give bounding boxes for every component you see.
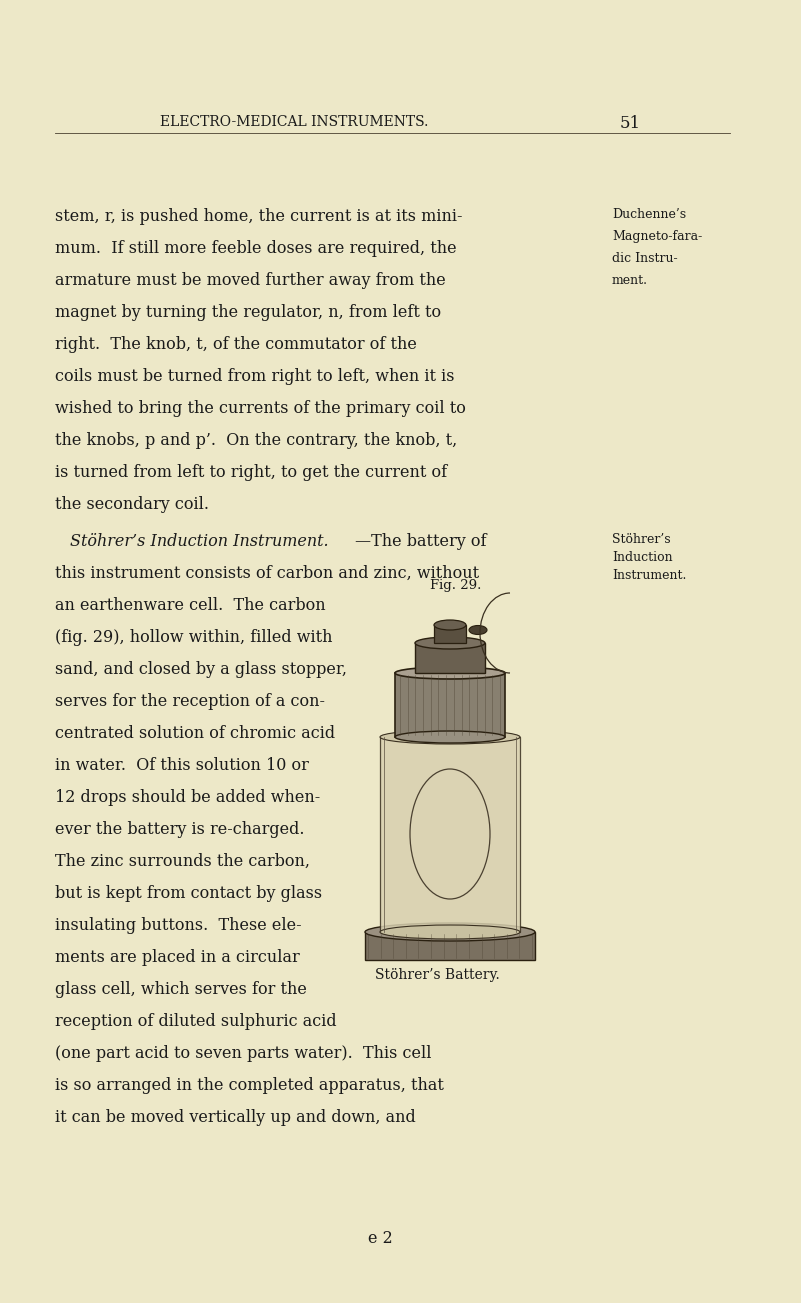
Text: ment.: ment. bbox=[612, 274, 648, 287]
Text: Duchenne’s: Duchenne’s bbox=[612, 208, 686, 222]
Ellipse shape bbox=[415, 637, 485, 649]
Ellipse shape bbox=[380, 730, 520, 744]
Text: reception of diluted sulphuric acid: reception of diluted sulphuric acid bbox=[55, 1012, 336, 1029]
Text: The zinc surrounds the carbon,: The zinc surrounds the carbon, bbox=[55, 853, 310, 870]
Polygon shape bbox=[434, 625, 466, 642]
Text: Stöhrer’s: Stöhrer’s bbox=[612, 533, 670, 546]
Text: (one part acid to seven parts water).  This cell: (one part acid to seven parts water). Th… bbox=[55, 1045, 432, 1062]
Text: the knobs, p and p’.  On the contrary, the knob, t,: the knobs, p and p’. On the contrary, th… bbox=[55, 433, 457, 450]
Text: magnet by turning the regulator, n, from left to: magnet by turning the regulator, n, from… bbox=[55, 304, 441, 321]
Text: 12 drops should be added when-: 12 drops should be added when- bbox=[55, 790, 320, 807]
Text: is turned from left to right, to get the current of: is turned from left to right, to get the… bbox=[55, 464, 447, 481]
Text: Fig. 29.: Fig. 29. bbox=[430, 579, 481, 592]
Text: this instrument consists of carbon and zinc, without: this instrument consists of carbon and z… bbox=[55, 566, 479, 582]
Text: e 2: e 2 bbox=[368, 1230, 392, 1247]
Polygon shape bbox=[395, 674, 505, 737]
Text: centrated solution of chromic acid: centrated solution of chromic acid bbox=[55, 724, 335, 741]
Text: ever the battery is re-charged.: ever the battery is re-charged. bbox=[55, 821, 304, 838]
Text: mum.  If still more feeble doses are required, the: mum. If still more feeble doses are requ… bbox=[55, 240, 457, 257]
Text: an earthenware cell.  The carbon: an earthenware cell. The carbon bbox=[55, 597, 326, 614]
Polygon shape bbox=[365, 932, 535, 960]
Text: ments are placed in a circular: ments are placed in a circular bbox=[55, 949, 300, 966]
Text: (fig. 29), hollow within, filled with: (fig. 29), hollow within, filled with bbox=[55, 629, 332, 646]
Text: coils must be turned from right to left, when it is: coils must be turned from right to left,… bbox=[55, 367, 454, 384]
Text: armature must be moved further away from the: armature must be moved further away from… bbox=[55, 272, 445, 289]
Text: Magneto-fara-: Magneto-fara- bbox=[612, 231, 702, 242]
Ellipse shape bbox=[434, 620, 466, 629]
Text: insulating buttons.  These ele-: insulating buttons. These ele- bbox=[55, 917, 302, 934]
Text: is so arranged in the completed apparatus, that: is so arranged in the completed apparatu… bbox=[55, 1078, 444, 1095]
Text: ELECTRO-MEDICAL INSTRUMENTS.: ELECTRO-MEDICAL INSTRUMENTS. bbox=[160, 115, 429, 129]
Text: but is kept from contact by glass: but is kept from contact by glass bbox=[55, 885, 322, 902]
Text: in water.  Of this solution 10 or: in water. Of this solution 10 or bbox=[55, 757, 309, 774]
Ellipse shape bbox=[365, 923, 535, 941]
Ellipse shape bbox=[469, 625, 487, 635]
Text: sand, and closed by a glass stopper,: sand, and closed by a glass stopper, bbox=[55, 661, 347, 678]
Text: right.  The knob, t, of the commutator of the: right. The knob, t, of the commutator of… bbox=[55, 336, 417, 353]
Polygon shape bbox=[380, 737, 520, 932]
Text: stem, r, is pushed home, the current is at its mini-: stem, r, is pushed home, the current is … bbox=[55, 208, 462, 225]
Text: serves for the reception of a con-: serves for the reception of a con- bbox=[55, 693, 325, 710]
Text: Stöhrer’s Induction Instrument.: Stöhrer’s Induction Instrument. bbox=[70, 533, 328, 550]
Text: Induction: Induction bbox=[612, 551, 673, 564]
Text: wished to bring the currents of the primary coil to: wished to bring the currents of the prim… bbox=[55, 400, 466, 417]
Text: 51: 51 bbox=[620, 115, 641, 132]
Polygon shape bbox=[415, 642, 485, 674]
Ellipse shape bbox=[380, 925, 520, 939]
Text: the secondary coil.: the secondary coil. bbox=[55, 496, 209, 513]
Text: dic Instru-: dic Instru- bbox=[612, 251, 678, 265]
Ellipse shape bbox=[395, 667, 505, 679]
Ellipse shape bbox=[395, 731, 505, 743]
Text: it can be moved vertically up and down, and: it can be moved vertically up and down, … bbox=[55, 1109, 416, 1126]
Text: Stöhrer’s Battery.: Stöhrer’s Battery. bbox=[375, 968, 500, 982]
Text: —The battery of: —The battery of bbox=[355, 533, 486, 550]
Text: glass cell, which serves for the: glass cell, which serves for the bbox=[55, 981, 307, 998]
Text: Instrument.: Instrument. bbox=[612, 569, 686, 582]
